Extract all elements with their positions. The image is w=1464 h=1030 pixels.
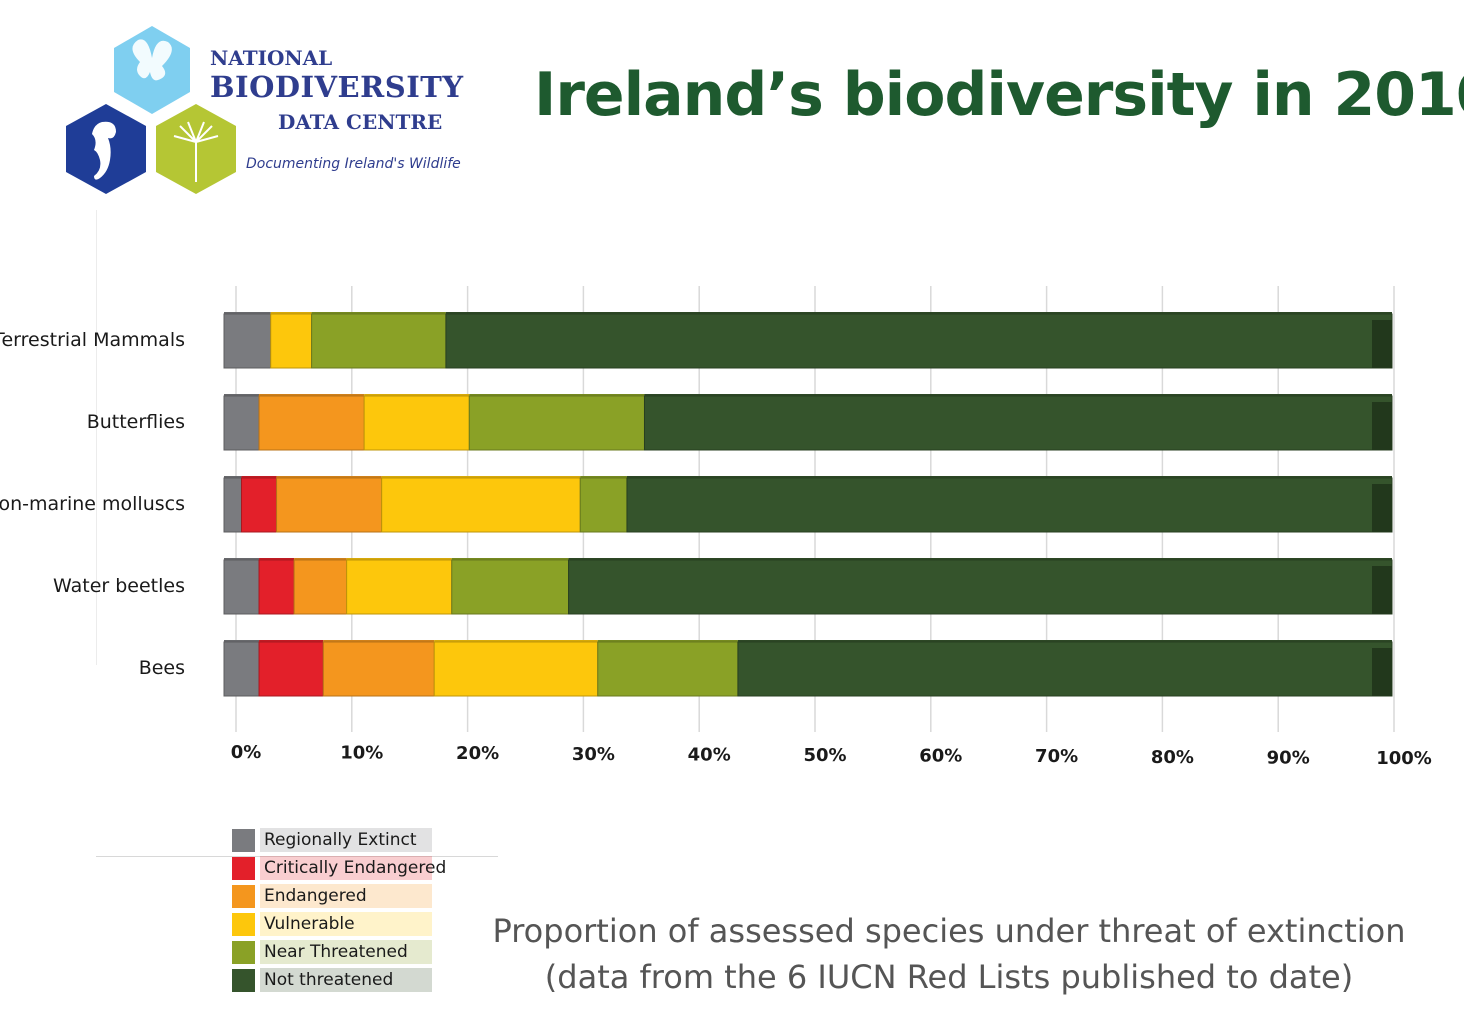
bar-segment [363,395,470,451]
legend-swatch [232,913,255,936]
bar-segment [626,477,1393,533]
bar-segment [276,477,383,533]
logo-hexagons [66,26,236,194]
legend-swatch [232,829,255,852]
bar-segment [597,641,739,697]
legend-label: Regionally Extinct [260,828,432,852]
x-tick-label: 20% [456,743,499,764]
chart-bars [223,312,1393,697]
bar-segment [270,313,313,369]
legend-swatch [232,857,255,880]
bar-segment [451,559,570,615]
bar-segment [241,477,278,533]
seahorse-shape [92,121,116,180]
x-tick-label: 40% [688,744,731,765]
caption-line-2: (data from the 6 IUCN Red Lists publishe… [544,958,1354,996]
caption-line-1: Proportion of assessed species under thr… [492,912,1406,950]
bar-segment [223,641,260,697]
category-label: Terrestrial Mammals [0,329,185,351]
x-tick-label: 90% [1267,747,1310,768]
stacked-bar-chart: Terrestrial Mammals Butterflies Non-marine… [0,286,1432,769]
bar-end-face [1372,566,1392,614]
bar-segment [643,395,1393,451]
legend-swatch [232,885,255,908]
bar-segment [311,313,447,369]
bar-segment [293,559,348,615]
bar-segment [433,641,599,697]
plant-shape [173,121,219,182]
x-tick-label: 70% [1035,746,1078,767]
logo-line-biodiversity: BIODIVERSITY [210,70,464,104]
bar-segment [568,559,1393,615]
bar-segment [223,477,243,533]
bar-segment [258,559,295,615]
bar-segment [346,559,453,615]
bar-segment [223,395,260,451]
legend-label: Vulnerable [260,912,432,936]
bar-segment [258,641,324,697]
bar-segment [322,641,435,697]
category-label: Non-marine molluscs [0,493,185,515]
logo-line-national: NATIONAL [210,46,333,70]
legend-label: Not threatened [260,968,432,992]
x-tick-label: 50% [803,745,846,766]
legend-label: Endangered [260,884,432,908]
bar-segment [445,313,1393,369]
nbdc-logo: NATIONAL BIODIVERSITY DATA CENTRE Docume… [62,22,464,202]
bar-end-face [1372,320,1392,368]
x-tick-label: 60% [919,746,962,767]
butterfly-shape [132,39,172,81]
bar-end-face [1372,484,1392,532]
legend-label: Near Threatened [260,940,432,964]
logo-tagline: Documenting Ireland's Wildlife [246,156,461,172]
bar-end-face [1372,648,1392,696]
page-title: Ireland’s biodiversity in 2010 [534,60,1464,130]
category-label: Water beetles [53,575,185,597]
bar-segment [223,559,260,615]
x-tick-label: 80% [1151,747,1194,768]
chart-x-ticks: 0% 10% 20% 30% 40% 50% 60% 70% 80% 90% 100% [231,742,1432,769]
chart-category-labels: Terrestrial Mammals Butterflies Non-marine… [0,329,185,679]
bar-segment [381,477,581,533]
chart-caption: Proportion of assessed species under thr… [470,908,1428,1000]
bar-end-face [1372,402,1392,450]
x-tick-label: 0% [231,742,262,763]
legend-divider [96,856,498,857]
legend-swatch [232,941,255,964]
x-tick-label: 100% [1376,748,1432,769]
bar-segment [579,477,628,533]
x-tick-label: 10% [340,743,383,764]
x-tick-label: 30% [572,744,615,765]
legend-label: Critically Endangered [260,856,446,880]
bar-segment [468,395,645,451]
logo-line-data-centre: DATA CENTRE [278,110,443,134]
bar-segment [258,395,365,451]
category-label: Bees [139,657,185,679]
bar-segment [223,313,272,369]
legend-swatch [232,969,255,992]
category-label: Butterflies [87,411,185,433]
left-rule [96,210,97,665]
bar-segment [737,641,1393,697]
